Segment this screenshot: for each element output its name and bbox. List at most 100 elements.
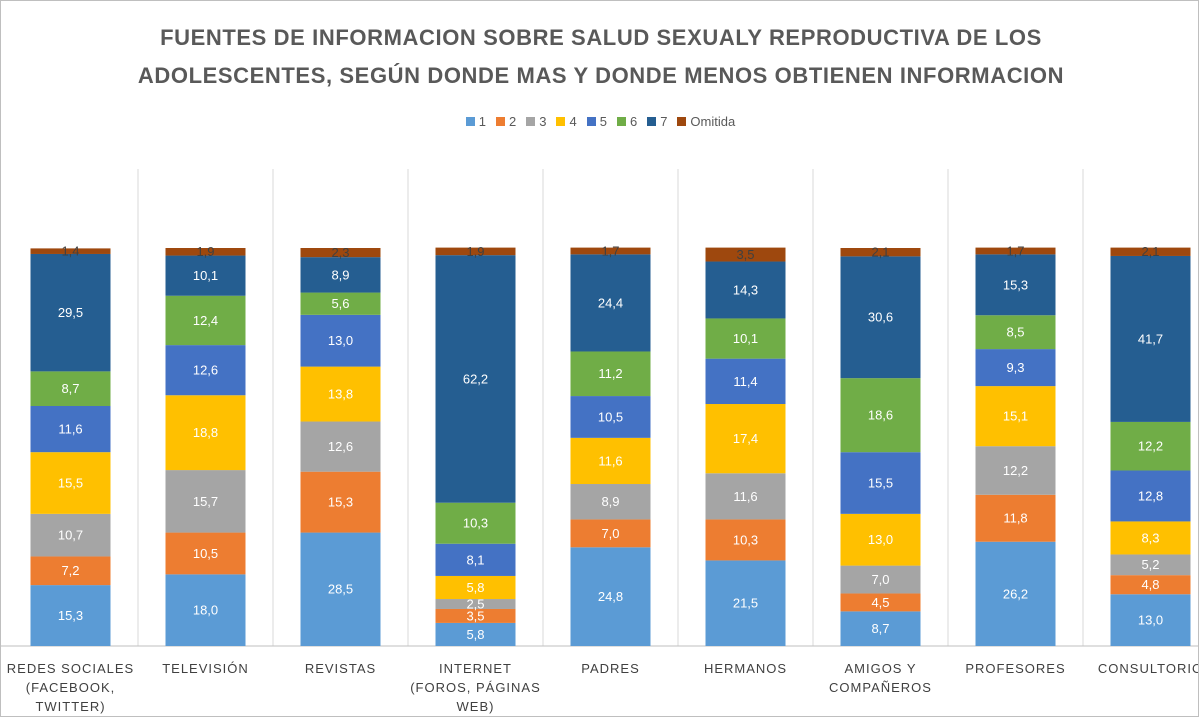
bar-segment [435, 608, 516, 623]
bar-segment [1110, 421, 1191, 471]
legend-item: 6 [616, 114, 637, 129]
data-label: 11,6 [598, 453, 622, 468]
data-label: 29,5 [58, 305, 83, 320]
bar-segment [435, 622, 516, 646]
data-label: 10,1 [733, 331, 758, 346]
legend-item: 5 [586, 114, 607, 129]
bar-segment [975, 254, 1056, 316]
bar-segment [1110, 255, 1191, 422]
data-label: 9,3 [1006, 360, 1024, 375]
data-label: 11,4 [733, 374, 757, 389]
data-label: 12,2 [1138, 439, 1163, 454]
data-label: 12,6 [328, 439, 353, 454]
legend-label: 2 [509, 114, 517, 129]
data-label: 11,8 [1003, 511, 1027, 526]
bar-segment [435, 599, 516, 609]
data-label: 8,7 [871, 621, 889, 636]
legend-item: 2 [496, 114, 516, 129]
bar-segment [30, 248, 111, 254]
chart-title: FUENTES DE INFORMACION SOBRE SALUD SEXUA… [137, 25, 1065, 88]
data-label: 1,9 [196, 244, 214, 259]
bar-segment [435, 502, 516, 544]
legend-item: 3 [526, 114, 546, 129]
legend-label: 7 [660, 114, 668, 129]
data-label: 17,4 [733, 431, 758, 446]
bar-segment [300, 314, 381, 367]
legend: 1 2 3 4 5 6 7 Omitida [1, 114, 1198, 129]
bar-segment [300, 366, 381, 422]
data-label: 13,0 [1138, 613, 1163, 628]
bar-segment [705, 358, 786, 405]
bar-segment [300, 532, 381, 646]
data-label: 15,3 [58, 608, 83, 623]
data-label: 24,4 [598, 295, 623, 310]
data-label: 7,0 [601, 526, 619, 541]
data-label: 4,8 [1141, 577, 1159, 592]
data-label: 1,7 [601, 243, 619, 258]
bar-segment [300, 421, 381, 472]
bar-segment [435, 543, 516, 576]
bar-segment [300, 257, 381, 293]
data-label: 24,8 [598, 589, 623, 604]
data-label: 10,3 [463, 516, 488, 531]
data-label: 30,6 [868, 310, 893, 325]
x-tick-label: CONSULTORIO [1097, 661, 1199, 676]
legend-label: Omitida [690, 114, 736, 129]
bar-segment [30, 585, 111, 646]
bar-segment [30, 406, 111, 453]
bar-segment [705, 318, 786, 359]
bar-segment [840, 513, 921, 566]
data-label: 28,5 [328, 582, 353, 597]
data-label: 1,9 [466, 244, 484, 259]
data-label: 11,6 [733, 489, 757, 504]
legend-swatch [677, 117, 687, 126]
legend-swatch [616, 117, 626, 126]
data-label: 2,3 [331, 245, 349, 260]
bar-segment [975, 541, 1056, 646]
data-label: 2,5 [466, 596, 484, 611]
bar-segment [1110, 470, 1191, 522]
bar-segment [840, 256, 921, 379]
data-label: 5,6 [331, 296, 349, 311]
bar-segment [975, 446, 1056, 495]
bar-segment [30, 253, 111, 372]
bar-segment [165, 345, 246, 396]
bar-segment [30, 452, 111, 514]
data-label: 13,0 [328, 333, 353, 348]
legend-label: 4 [569, 114, 577, 129]
bar-segment [840, 565, 921, 594]
data-label: 8,9 [331, 267, 349, 282]
bar-segment [570, 351, 651, 397]
bar-segment [570, 247, 651, 255]
data-label: 13,8 [328, 387, 353, 402]
data-label: 10,1 [193, 268, 218, 283]
data-label: 12,2 [1003, 463, 1028, 478]
legend-item: 1 [465, 114, 486, 129]
x-tick-label: INTERNET (FOROS, PÁGINAS WEB) [410, 661, 541, 714]
data-label: 4,5 [871, 595, 889, 610]
bar-segment [705, 519, 786, 561]
data-label: 12,6 [193, 363, 218, 378]
data-label: 21,5 [733, 596, 758, 611]
bar-segment [165, 470, 246, 533]
bar-segment [165, 574, 246, 646]
data-label: 15,5 [58, 475, 83, 490]
data-label: 5,2 [1141, 557, 1159, 572]
data-label: 62,2 [463, 371, 488, 386]
bar-segment [300, 248, 381, 258]
bar-segment [300, 471, 381, 533]
data-label: 2,1 [1141, 244, 1159, 259]
data-label: 12,4 [193, 313, 218, 328]
bar-segment [570, 254, 651, 352]
bar-segment [705, 473, 786, 520]
legend-label: 3 [539, 114, 547, 129]
bar-segment [300, 292, 381, 315]
data-label: 3,5 [466, 608, 484, 623]
bar-segment [975, 349, 1056, 387]
bar-segment [705, 404, 786, 474]
data-label: 8,1 [466, 552, 484, 567]
bar-segment [705, 261, 786, 319]
legend-label: 5 [599, 114, 607, 129]
bar-segment [975, 386, 1056, 447]
